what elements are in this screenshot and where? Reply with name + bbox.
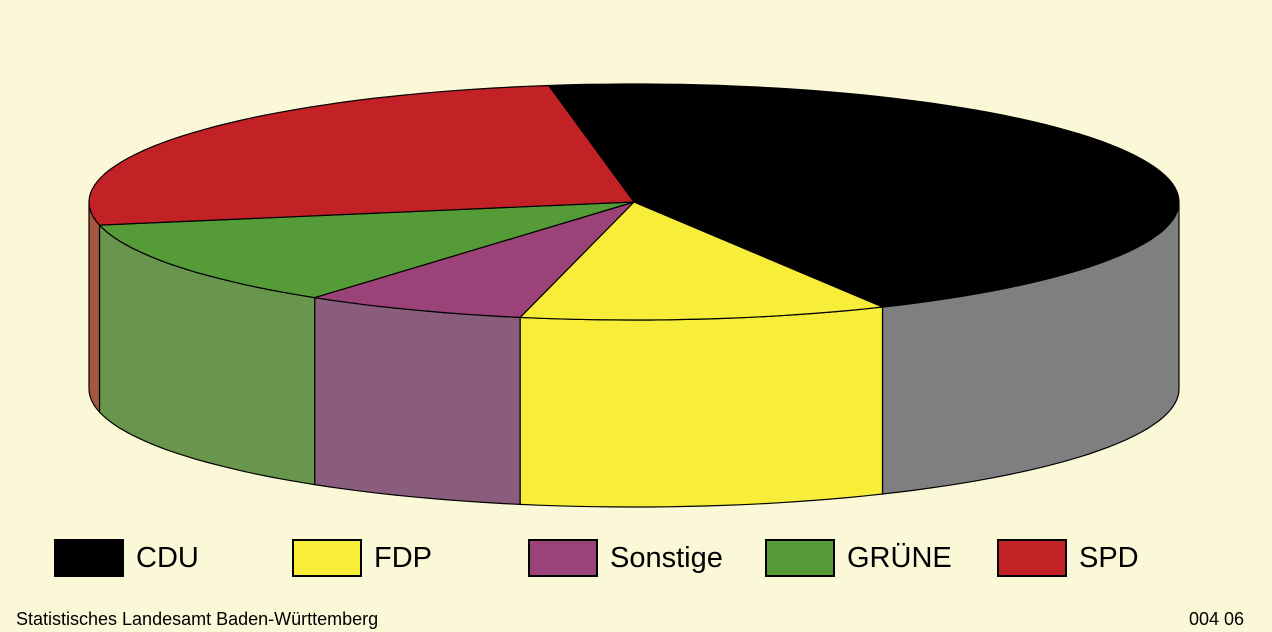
legend-swatch-fdp [292,539,362,577]
legend: CDU FDP Sonstige GRÜNE SPD [0,534,1272,582]
pie-slice-spd [88,84,635,226]
legend-label-spd: SPD [1079,541,1139,574]
source-note: Statistisches Landesamt Baden-Württember… [16,609,379,629]
legend-swatch-cdu [54,539,124,577]
figure-code: 004 06 [1188,609,1244,629]
legend-item-sonstige: Sonstige [528,534,723,582]
pie-slice-fdp [519,201,884,321]
legend-swatch-sonstige [528,539,598,577]
legend-label-fdp: FDP [374,541,432,574]
legend-label-cdu: CDU [136,541,199,574]
legend-label-gruene: GRÜNE [847,541,952,574]
legend-item-spd: SPD [997,534,1139,582]
pie-slice-gruene [98,201,635,299]
legend-label-sonstige: Sonstige [610,541,723,574]
legend-item-gruene: GRÜNE [765,534,952,582]
pie-slice-cdu [548,83,1180,308]
legend-swatch-spd [997,539,1067,577]
pie-side-fdp [519,306,884,508]
legend-swatch-gruene [765,539,835,577]
legend-item-fdp: FDP [292,534,432,582]
pie-chart [88,83,1180,508]
legend-item-cdu: CDU [54,534,199,582]
pie-side-spd [88,201,101,413]
pie-slice-sonstige [314,201,635,318]
pie-side-sonstige [314,297,521,505]
